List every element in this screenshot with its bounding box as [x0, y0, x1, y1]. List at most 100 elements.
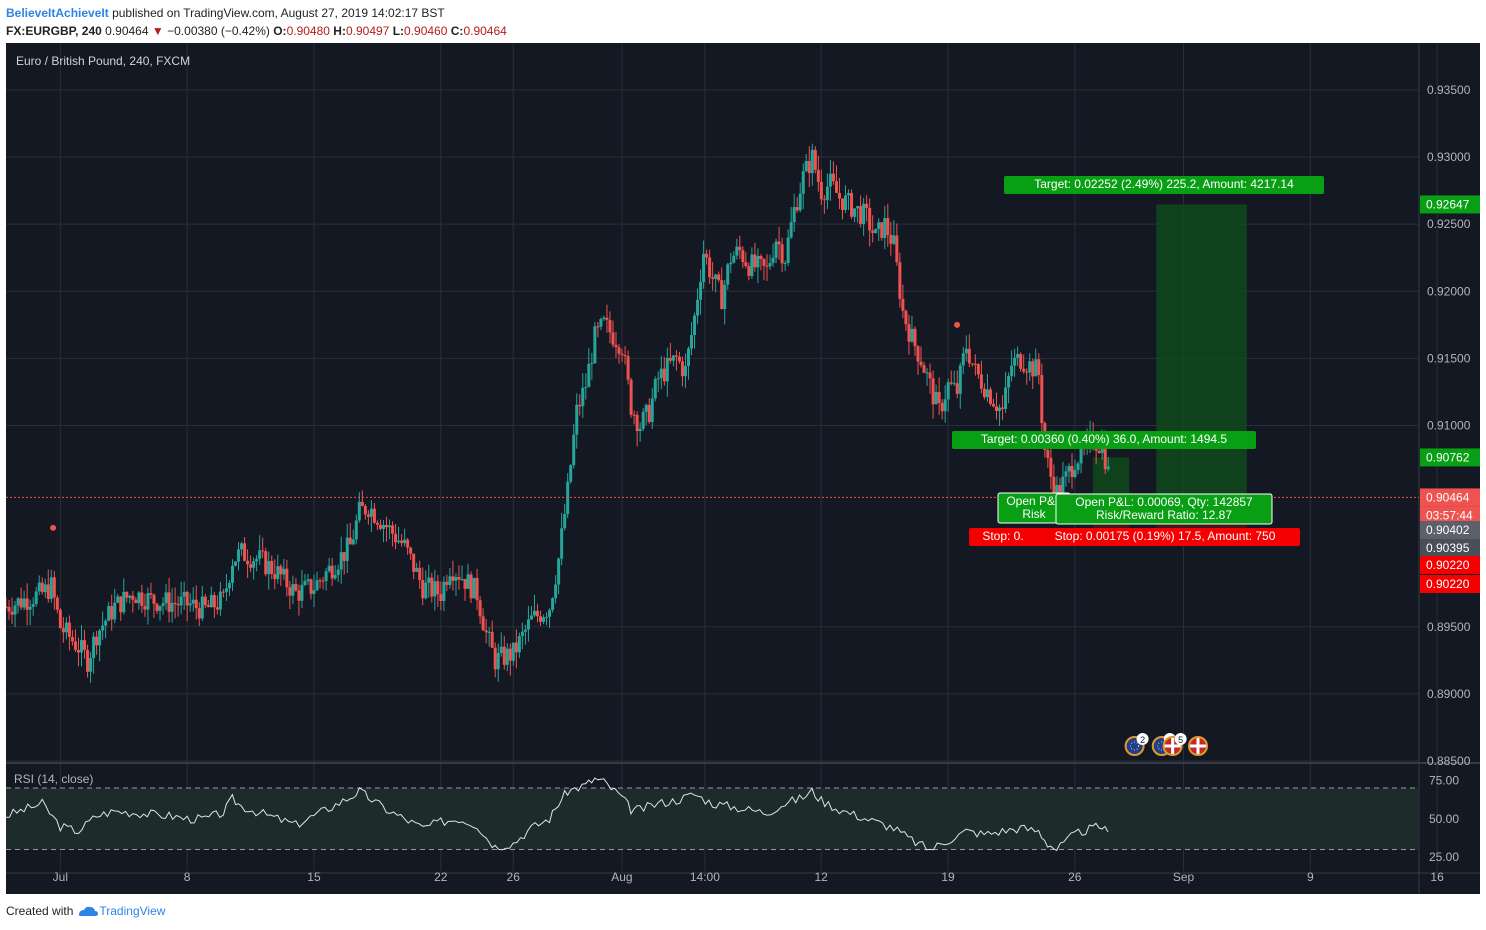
pnl-box-text: Open P&L: 0.00069, Qty: 142857 [1075, 495, 1253, 509]
chart-area[interactable]: Target: 0.02252 (2.49%) 225.2, Amount: 4… [6, 43, 1480, 894]
candle-body [83, 640, 87, 650]
candle-body [161, 603, 165, 607]
candle-body [874, 228, 878, 234]
candle-body [297, 590, 301, 601]
price-label-target-2: 0.90762 [1426, 450, 1470, 464]
candle-body [252, 561, 256, 568]
candle-body [617, 347, 621, 354]
candle-body [1070, 466, 1074, 477]
candle-body [164, 592, 168, 604]
candle-body [979, 374, 983, 389]
candle-body [300, 584, 304, 601]
candle-body [650, 398, 654, 423]
candle-body [457, 577, 461, 580]
candle-body [705, 253, 709, 258]
candle-body [179, 596, 183, 606]
candle-body [729, 262, 733, 265]
candle-body [593, 326, 597, 364]
candle-body [922, 365, 926, 373]
candle-body [400, 540, 404, 544]
signal-dot [954, 321, 961, 328]
candle-body [324, 571, 328, 582]
rsi-line [6, 777, 1109, 852]
candle-body [723, 284, 727, 310]
candle-body [901, 298, 905, 311]
candle-body [883, 218, 887, 238]
candle-body [409, 547, 413, 554]
candle-body [967, 348, 971, 364]
candle-body [499, 646, 503, 653]
candle-body [605, 317, 609, 320]
candle-body [146, 593, 150, 610]
candle-body [104, 620, 108, 626]
candle-body [1079, 442, 1083, 464]
candle-body [394, 533, 398, 543]
candle-body [384, 524, 388, 528]
candle-body [7, 606, 11, 612]
candle-body [810, 149, 814, 174]
candle-body [418, 567, 422, 581]
candle-body [430, 577, 434, 597]
price-change: −0.00380 (−0.42%) [167, 24, 270, 38]
candle-body [813, 149, 817, 170]
candle-body [581, 387, 585, 407]
candle-body [149, 593, 153, 595]
candle-body [258, 550, 262, 559]
candle-body [412, 553, 416, 572]
close-label: C: [450, 24, 464, 38]
candle-body [741, 250, 745, 263]
candle-body [557, 558, 561, 585]
candle-body [31, 604, 35, 607]
footer: Created with TradingView [6, 904, 165, 918]
candle-body [569, 465, 573, 482]
candle-body [913, 328, 917, 347]
stop-label-behind-bg [969, 528, 1037, 546]
candle-body [43, 584, 47, 593]
candle-body [345, 537, 349, 561]
candle-body [614, 344, 618, 348]
candle-body [575, 404, 579, 435]
candle-body [1031, 361, 1035, 377]
candle-body [391, 525, 395, 534]
candle-body [934, 392, 938, 405]
candle-body [243, 543, 247, 561]
candle-body [95, 636, 99, 646]
price-label-stop-2: 0.90220 [1426, 577, 1470, 591]
candle-body [551, 598, 555, 610]
time-tick-label: 16 [1430, 870, 1444, 884]
candle-body [227, 582, 231, 589]
candle-body [514, 642, 518, 653]
candle-body [819, 181, 823, 200]
candle-body [886, 218, 890, 235]
candle-body [224, 588, 228, 592]
candle-body [122, 591, 126, 613]
candle-body [188, 603, 192, 606]
time-tick-label: 15 [307, 870, 321, 884]
candle-body [590, 363, 594, 365]
candle-body [783, 262, 787, 264]
candle-body [505, 648, 509, 665]
candle-body [925, 372, 929, 374]
candle-body [110, 606, 114, 620]
candle-body [632, 414, 636, 416]
price-chart-svg[interactable]: Target: 0.02252 (2.49%) 225.2, Amount: 4… [6, 43, 1480, 894]
candle-body [279, 566, 283, 575]
author-name[interactable]: BelieveItAchieveIt [6, 6, 109, 20]
candle-body [916, 346, 920, 362]
candle-body [134, 599, 138, 604]
candle-body [629, 379, 633, 415]
candle-body [696, 299, 700, 316]
candle-body [101, 625, 105, 631]
tradingview-logo[interactable]: TradingView [77, 904, 165, 918]
open-label: O: [273, 24, 287, 38]
candle-body [89, 658, 93, 672]
candle-body [626, 356, 630, 380]
candle-body [363, 506, 367, 515]
candle-body [792, 207, 796, 223]
candle-body [611, 332, 615, 345]
candle-body [176, 604, 180, 606]
price-tick-label: 0.88500 [1427, 754, 1471, 768]
candle-body [952, 383, 956, 385]
candle-body [545, 616, 549, 618]
candle-body [804, 160, 808, 172]
